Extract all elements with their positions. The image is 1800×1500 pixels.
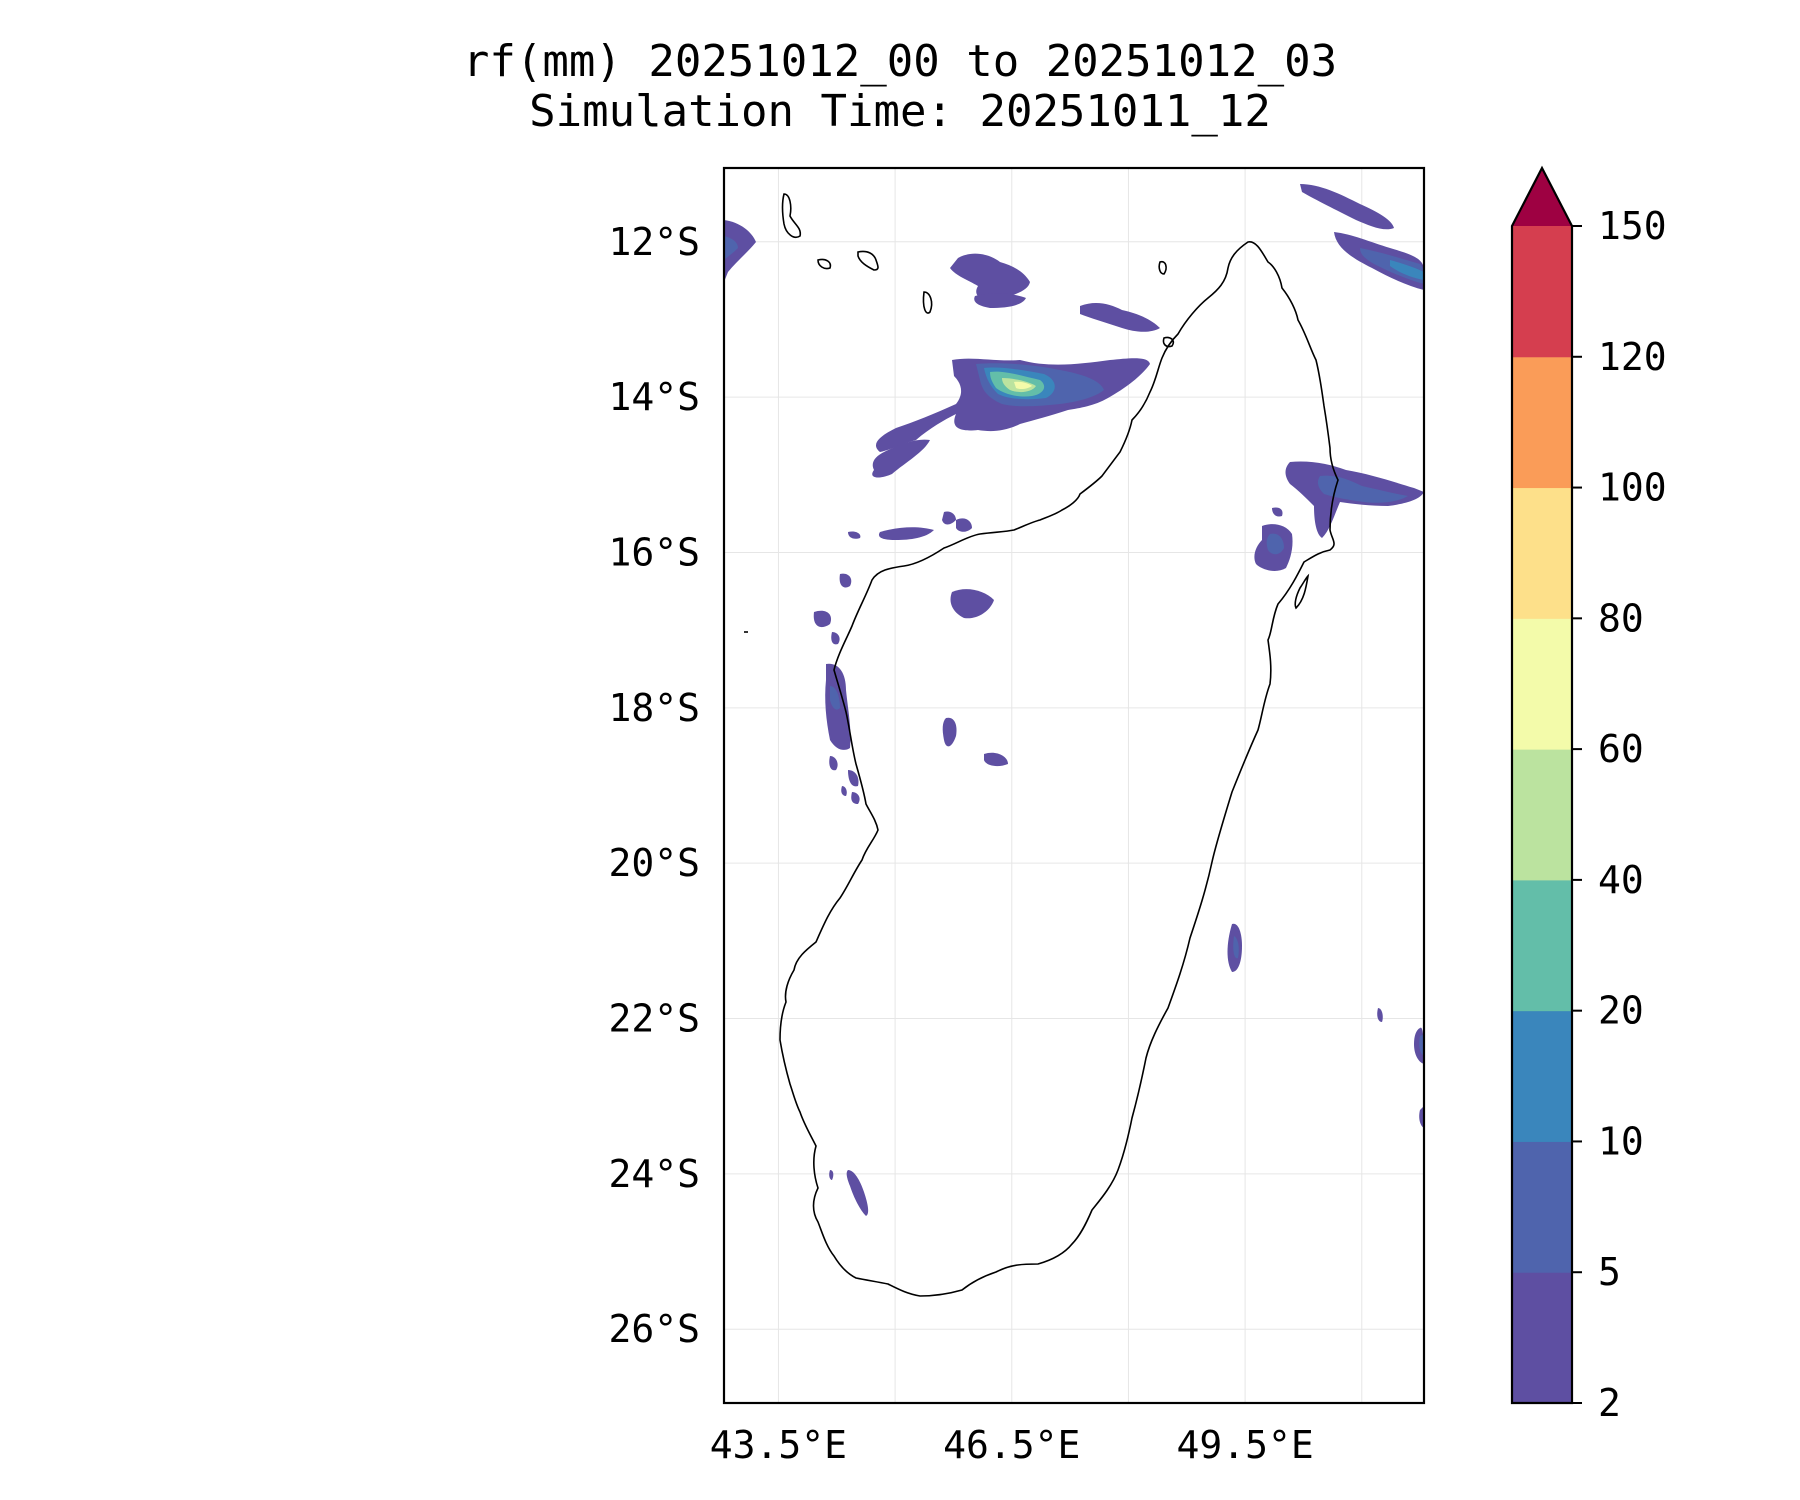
rain-contour-2-5 — [846, 1170, 869, 1216]
island-small-comore — [922, 291, 933, 314]
colorbar-tick-label: 40 — [1598, 858, 1644, 902]
rain-area-north-1 — [950, 253, 1160, 332]
rainfall-layer — [724, 184, 1424, 1216]
rain-contour-2-5 — [950, 589, 994, 619]
rain-contour-2-5 — [984, 752, 1008, 767]
island-mayotte — [1158, 260, 1167, 275]
rain-area-west-coast — [813, 573, 860, 804]
lon-tick-label: 43.5°E — [710, 1423, 847, 1467]
island-sainte-marie — [1294, 573, 1310, 610]
madagascar-coastline — [779, 241, 1339, 1297]
map-frame — [722, 166, 1426, 1405]
rain-contour-2-5 — [724, 220, 756, 282]
colorbar-tick-label: 60 — [1598, 727, 1644, 771]
rain-area-north-2 — [872, 358, 1150, 478]
island-moheli — [817, 258, 832, 270]
rain-area-northeast — [1300, 184, 1424, 290]
rain-contour-2-5 — [878, 527, 934, 540]
map-background — [724, 168, 1424, 1403]
colorbar-segment — [1512, 618, 1572, 750]
lat-tick-label: 22°S — [608, 997, 700, 1041]
rain-contour-5-10 — [1419, 1034, 1424, 1056]
colorbar-tick-label: 120 — [1598, 335, 1667, 379]
rain-contour-5-10 — [830, 686, 840, 710]
colorbar-tick-label: 2 — [1598, 1381, 1621, 1425]
lat-tick-label: 18°S — [608, 686, 700, 730]
colorbar-extend-arrow — [1512, 168, 1572, 226]
rain-contour-5-10 — [1233, 936, 1239, 959]
rain-contour-2-5 — [813, 610, 832, 628]
rain-contour-5-10 — [1266, 533, 1284, 555]
colorbar-segment — [1512, 1272, 1572, 1404]
rain-contour-10-20 — [1390, 260, 1424, 280]
colorbar-tick-label: 10 — [1598, 1119, 1644, 1163]
lat-tick-label: 16°S — [608, 530, 700, 574]
island-anjouan — [857, 250, 879, 271]
colorbar-tick-label: 100 — [1598, 466, 1667, 510]
rain-contour-2-5 — [831, 632, 840, 645]
colorbar-tick-label: 150 — [1598, 204, 1667, 248]
island-nosy-be — [1162, 336, 1175, 348]
rain-contour-2-5 — [851, 792, 860, 804]
island-grande-comore — [781, 193, 802, 239]
colorbar-segment — [1512, 226, 1572, 358]
rain-contour-2-5 — [848, 770, 859, 787]
colorbar-segment — [1512, 1010, 1572, 1142]
lat-tick-label: 24°S — [608, 1152, 700, 1196]
rain-contour-2-5 — [872, 439, 930, 478]
colorbar-segment — [1512, 879, 1572, 1012]
rain-contour-2-5 — [1419, 1106, 1424, 1128]
rain-area-northwest-coast — [848, 511, 994, 619]
rain-contour-5-10 — [724, 236, 738, 260]
latitude-axis: 12°S 14°S 16°S 18°S 20°S 22°S 24°S 26°S — [608, 220, 700, 1351]
rain-contour-60-80 — [1014, 381, 1032, 390]
rain-area-interior — [942, 717, 1008, 767]
rain-contour-2-5 — [942, 717, 957, 747]
rain-contour-2-5 — [974, 293, 1026, 308]
rain-contour-2-5 — [950, 253, 1030, 301]
rain-area-south — [829, 1170, 869, 1216]
lat-tick-label: 14°S — [608, 375, 700, 419]
colorbar-tick-label: 20 — [1598, 989, 1644, 1033]
rain-contour-2-5 — [841, 786, 847, 796]
colorbar-segment — [1512, 1141, 1572, 1273]
rain-contour-2-5 — [1377, 1008, 1383, 1022]
lat-tick-label: 12°S — [608, 220, 700, 264]
colorbar: 2 5 10 20 40 60 80 100 120 150 — [1510, 165, 1667, 1425]
colorbar-segment — [1512, 487, 1572, 619]
colorbar-segment — [1512, 356, 1572, 489]
colorbar-segment — [1512, 749, 1572, 881]
lon-tick-label: 46.5°E — [943, 1423, 1080, 1467]
rain-contour-2-5 — [942, 511, 956, 525]
rain-area-west-edge — [724, 220, 756, 282]
title-line-2: Simulation Time: 20251011_12 — [529, 86, 1271, 137]
lat-tick-label: 20°S — [608, 841, 700, 885]
rain-contour-2-5 — [829, 1170, 834, 1180]
rain-area-southeast — [1227, 923, 1424, 1128]
rain-contour-2-5 — [1272, 507, 1283, 517]
rain-contour-5-10 — [1317, 475, 1408, 503]
lat-tick-label: 26°S — [608, 1307, 700, 1351]
colorbar-tick-label: 5 — [1598, 1250, 1621, 1294]
colorbar-tick-label: 80 — [1598, 596, 1644, 640]
coastline — [744, 193, 1339, 1297]
rain-contour-2-5 — [839, 573, 852, 588]
colorbar-outline — [1510, 165, 1574, 1405]
rain-contour-2-5 — [1300, 184, 1394, 230]
rain-contour-2-5 — [829, 756, 838, 771]
lon-tick-label: 49.5°E — [1176, 1423, 1313, 1467]
title-line-1: rf(mm) 20251012_00 to 20251012_03 — [462, 36, 1338, 87]
rain-area-east-coast — [1254, 461, 1424, 571]
rain-contour-2-5 — [848, 531, 861, 539]
rain-contour-2-5 — [1080, 303, 1160, 332]
longitude-axis: 43.5°E 46.5°E 49.5°E — [710, 1423, 1314, 1467]
rain-contour-2-5 — [956, 518, 972, 532]
